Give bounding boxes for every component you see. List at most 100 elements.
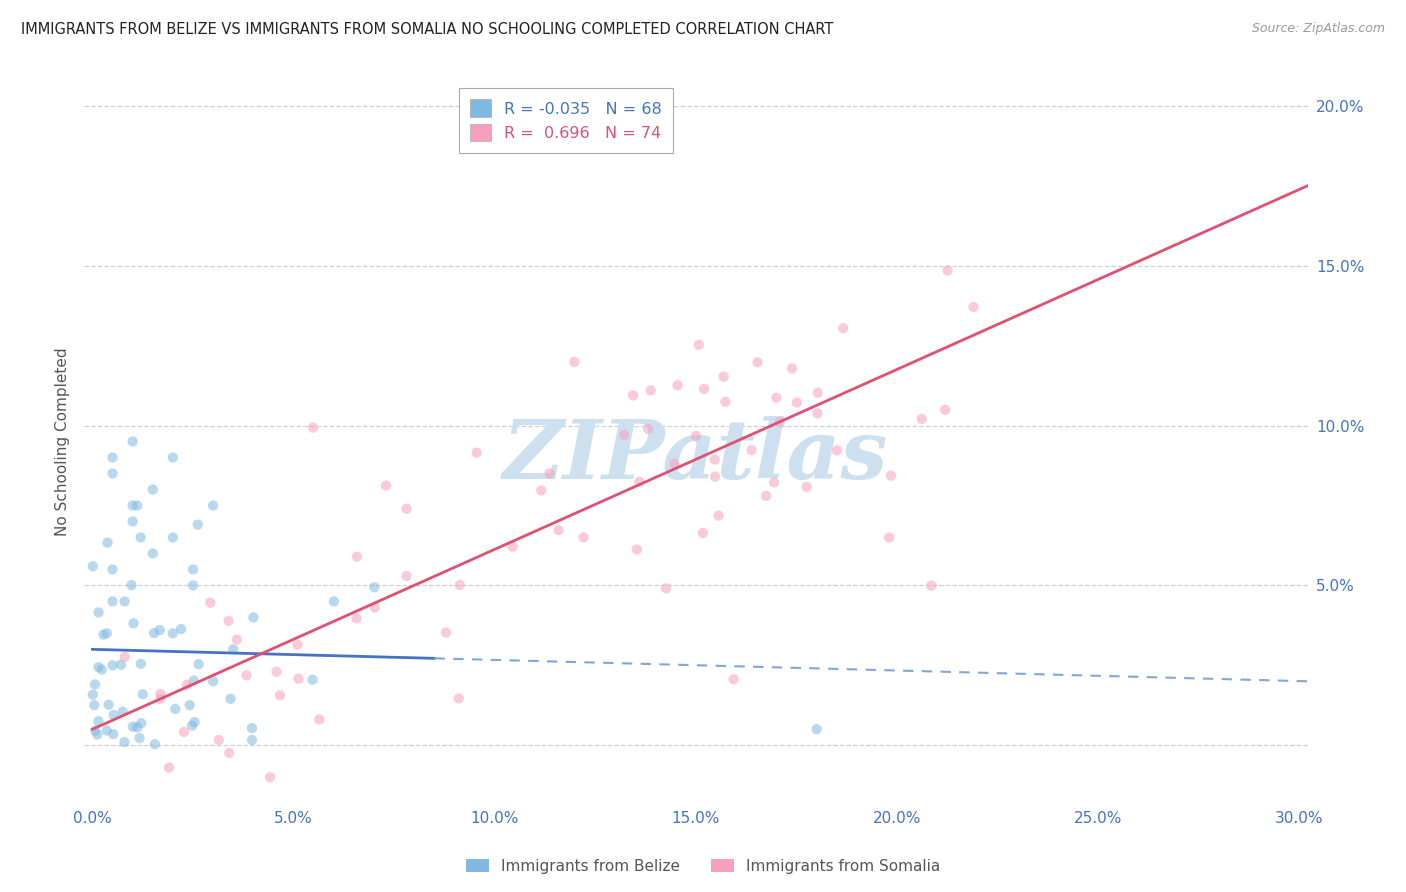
Point xyxy=(132,687,155,701)
Point xyxy=(87,714,110,729)
Point xyxy=(143,626,166,640)
Point xyxy=(96,723,118,738)
Point xyxy=(765,391,787,405)
Y-axis label: No Schooling Completed: No Schooling Completed xyxy=(55,347,70,536)
Point xyxy=(121,499,143,513)
Point xyxy=(101,562,124,576)
Point xyxy=(121,515,143,529)
Point xyxy=(218,746,240,760)
Point xyxy=(240,733,263,747)
Point xyxy=(103,708,125,723)
Point xyxy=(179,698,201,713)
Point xyxy=(90,663,112,677)
Point xyxy=(259,770,281,784)
Point xyxy=(346,611,368,625)
Point xyxy=(101,450,124,465)
Point xyxy=(121,434,143,449)
Point xyxy=(637,422,659,436)
Point xyxy=(911,412,934,426)
Point xyxy=(962,300,984,314)
Point xyxy=(703,452,725,467)
Point xyxy=(222,642,245,657)
Point xyxy=(157,761,180,775)
Point xyxy=(755,489,778,503)
Point xyxy=(218,614,240,628)
Point xyxy=(825,443,848,458)
Point xyxy=(96,626,118,640)
Point xyxy=(83,698,105,712)
Point xyxy=(200,596,222,610)
Point xyxy=(181,562,204,576)
Point xyxy=(434,625,457,640)
Point xyxy=(666,378,689,392)
Point xyxy=(308,713,330,727)
Point xyxy=(395,569,418,583)
Point xyxy=(162,450,184,465)
Point xyxy=(714,394,737,409)
Point xyxy=(547,523,569,537)
Point xyxy=(122,616,145,631)
Point xyxy=(101,594,124,608)
Point xyxy=(173,724,195,739)
Point xyxy=(235,668,257,682)
Point xyxy=(447,691,470,706)
Point xyxy=(121,720,143,734)
Point xyxy=(936,263,959,277)
Point xyxy=(301,673,323,687)
Point xyxy=(807,385,830,400)
Point xyxy=(149,691,172,706)
Legend: Immigrants from Belize, Immigrants from Somalia: Immigrants from Belize, Immigrants from … xyxy=(460,853,946,880)
Point xyxy=(806,406,828,420)
Point xyxy=(202,674,225,689)
Text: Source: ZipAtlas.com: Source: ZipAtlas.com xyxy=(1251,22,1385,36)
Point xyxy=(162,626,184,640)
Point xyxy=(82,688,104,702)
Point xyxy=(465,445,488,459)
Point xyxy=(796,480,818,494)
Point xyxy=(149,687,172,701)
Point xyxy=(723,672,745,686)
Point xyxy=(266,665,288,679)
Point xyxy=(225,632,247,647)
Point xyxy=(538,467,561,481)
Point xyxy=(832,321,855,335)
Point xyxy=(187,657,209,672)
Point xyxy=(713,369,735,384)
Point xyxy=(84,723,107,738)
Point xyxy=(741,443,763,458)
Point xyxy=(530,483,553,498)
Point xyxy=(920,579,942,593)
Point xyxy=(110,657,132,672)
Point xyxy=(269,689,291,703)
Point xyxy=(183,715,205,730)
Point xyxy=(143,737,166,751)
Point xyxy=(806,723,828,737)
Point xyxy=(502,540,524,554)
Text: ZIPatlas: ZIPatlas xyxy=(503,416,889,496)
Point xyxy=(208,733,231,747)
Point xyxy=(129,531,152,545)
Point xyxy=(103,727,125,741)
Point xyxy=(707,508,730,523)
Point xyxy=(572,530,595,544)
Point xyxy=(769,415,792,429)
Point xyxy=(685,429,707,443)
Point xyxy=(127,720,149,734)
Point xyxy=(747,355,769,369)
Point xyxy=(242,610,264,624)
Point xyxy=(621,388,644,402)
Point xyxy=(219,691,242,706)
Point xyxy=(664,457,686,471)
Point xyxy=(84,677,107,691)
Point xyxy=(655,582,678,596)
Point xyxy=(176,678,198,692)
Point xyxy=(780,361,803,376)
Point xyxy=(763,475,786,490)
Point xyxy=(149,623,172,637)
Point xyxy=(127,499,149,513)
Point xyxy=(142,546,165,560)
Point xyxy=(112,735,135,749)
Point xyxy=(704,469,727,483)
Point xyxy=(786,395,808,409)
Point xyxy=(114,649,136,664)
